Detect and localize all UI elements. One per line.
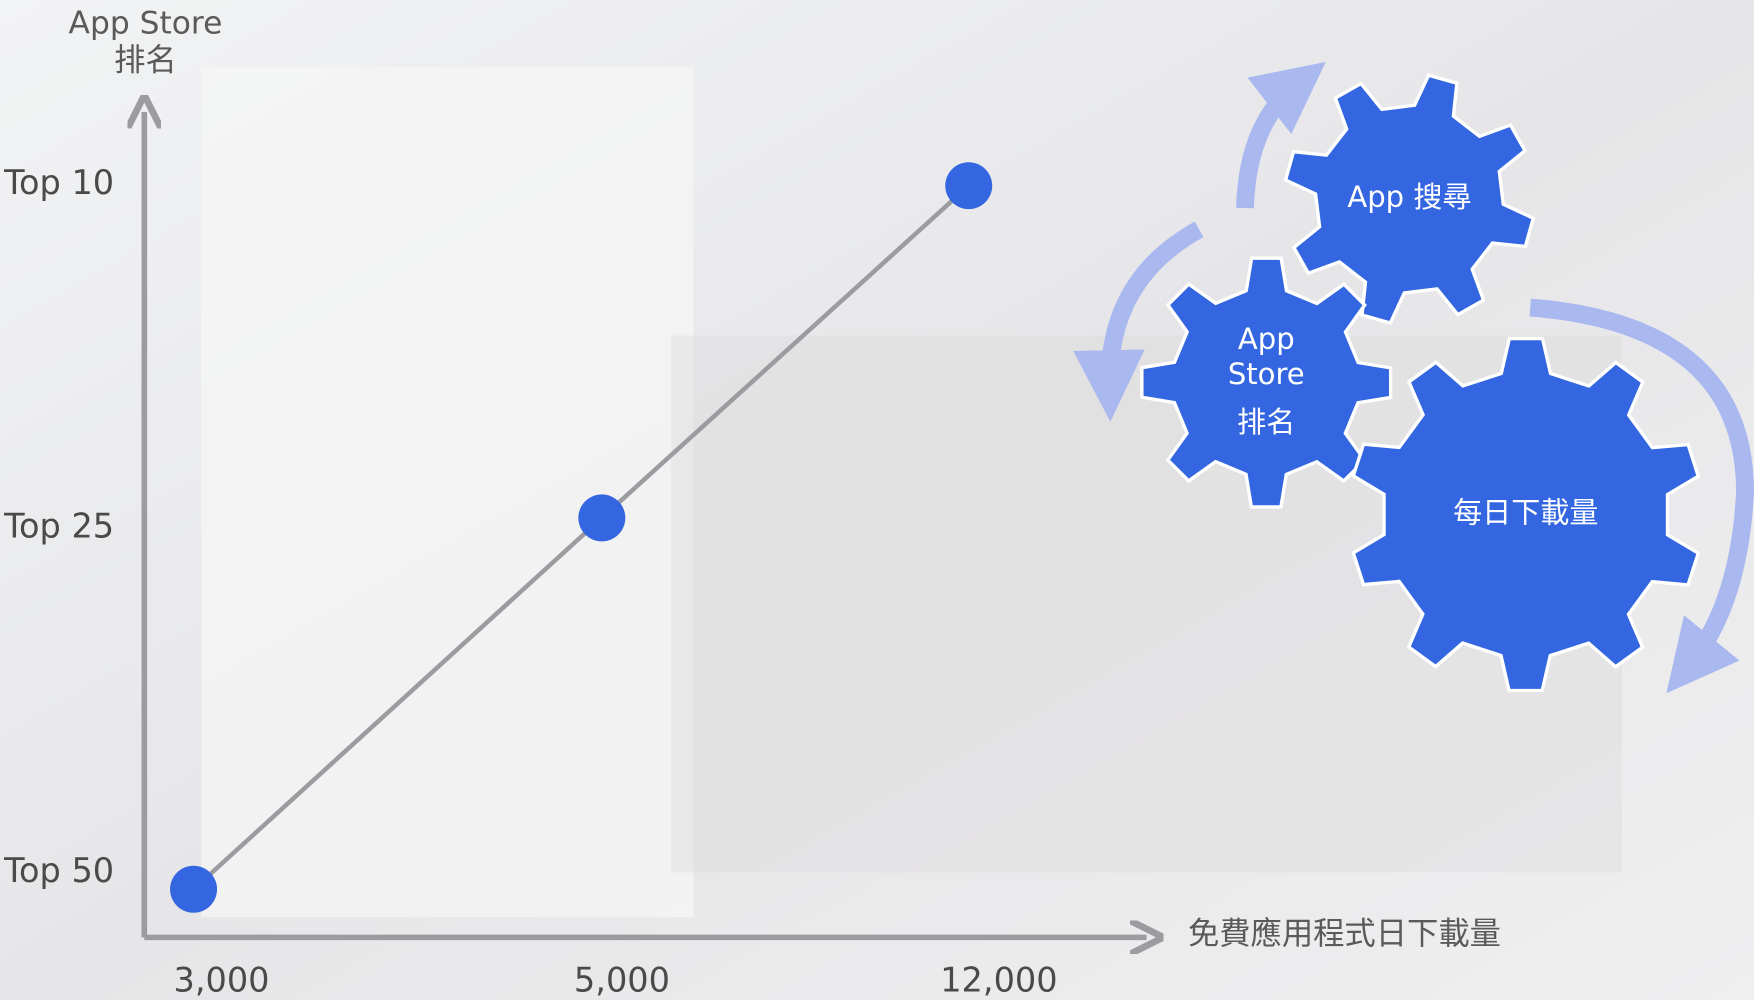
cycle-arrow <box>1236 61 1326 209</box>
cycle-arrow <box>1073 221 1204 422</box>
cycle-arrow <box>1529 298 1754 694</box>
gear <box>1140 256 1393 509</box>
gear-label: Store <box>1228 357 1305 391</box>
y-tick-label: Top 25 <box>3 506 114 545</box>
gear-label: App <box>1238 322 1295 356</box>
point <box>945 162 993 210</box>
y-axis-label: App Store <box>69 6 223 42</box>
x-tick-label: 12,000 <box>940 961 1057 1000</box>
point <box>578 494 626 542</box>
gear-label: App 搜尋 <box>1347 180 1471 214</box>
plot: Top 50 Top 25 Top 10 3,000 5,000 12,000 <box>3 162 1058 1000</box>
gear <box>1283 73 1536 325</box>
y-tick-label: Top 10 <box>3 163 114 202</box>
x-tick-label: 5,000 <box>574 961 670 1000</box>
y-axis-label: 排名 <box>114 43 177 79</box>
background-shape <box>201 67 694 918</box>
y-tick-label: Top 50 <box>3 851 114 890</box>
x-axis-label: 免費應用程式日下載量 <box>1188 916 1501 952</box>
point <box>170 865 218 913</box>
gear-label: 每日下載量 <box>1453 496 1598 530</box>
gear-label: 排名 <box>1237 405 1295 439</box>
gear <box>1351 336 1701 693</box>
x-tick-label: 3,000 <box>173 961 269 1000</box>
